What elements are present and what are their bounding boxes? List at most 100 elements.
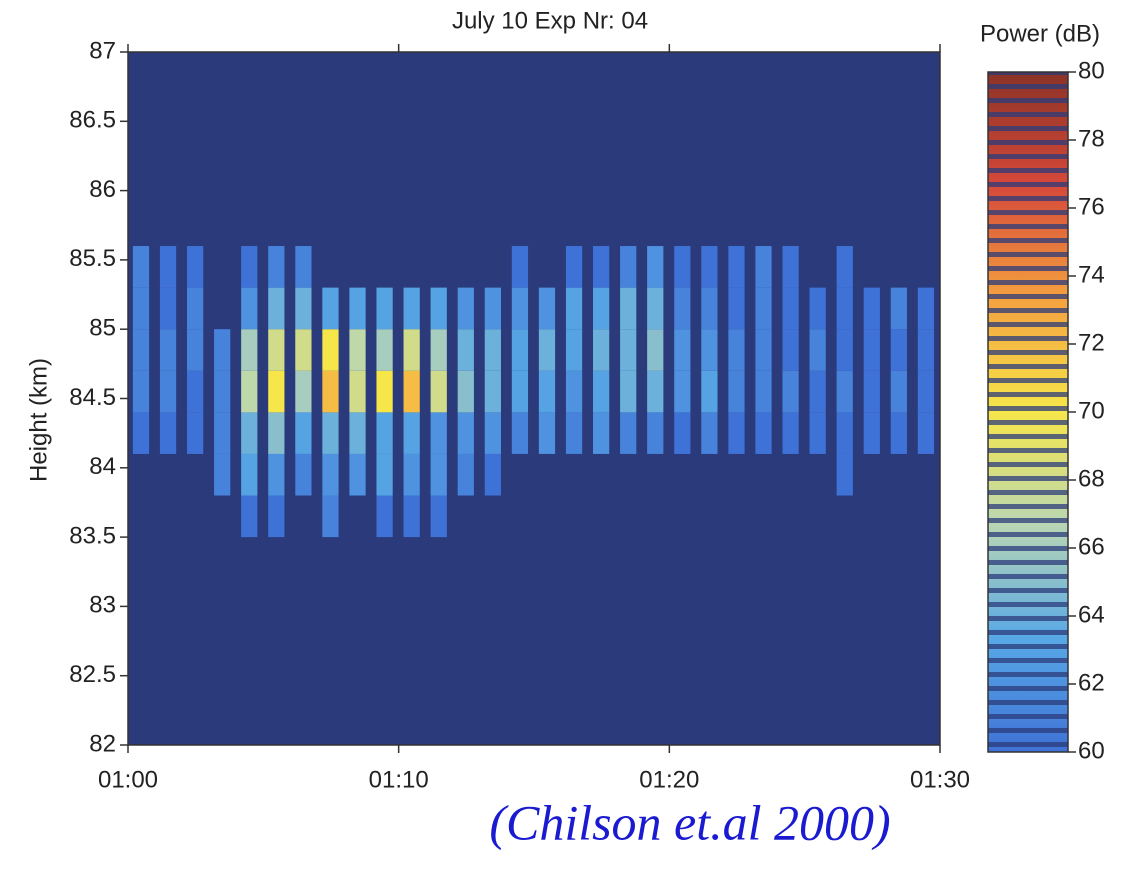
heat-cell — [457, 412, 474, 454]
heat-cell — [728, 246, 745, 288]
heat-cell — [241, 246, 258, 288]
heat-cell — [159, 329, 177, 371]
heat-cell — [565, 246, 583, 288]
heat-cell — [241, 495, 258, 538]
heat-cell — [782, 329, 799, 371]
heat-cell — [836, 329, 853, 371]
heat-cell — [890, 370, 907, 413]
y-tick-label: 82 — [89, 730, 116, 757]
heat-cell — [890, 287, 907, 330]
heat-cell — [214, 453, 231, 496]
heat-cell — [241, 412, 258, 454]
heat-cell — [295, 412, 312, 454]
heat-cell — [322, 287, 339, 330]
heat-cell — [863, 412, 880, 454]
heat-cell — [214, 412, 231, 454]
y-tick-label: 87 — [89, 37, 116, 64]
heat-cell — [403, 287, 420, 330]
heat-cell — [376, 329, 393, 371]
colorbar-stripes — [988, 72, 1068, 752]
heat-cell — [376, 495, 393, 538]
heat-cell — [620, 287, 637, 330]
y-tick-label: 82.5 — [69, 661, 116, 688]
colorbar-tick-label: 80 — [1078, 57, 1105, 84]
heat-cell — [403, 412, 420, 454]
heat-cell — [430, 412, 447, 454]
heat-cell — [701, 287, 718, 330]
heat-cell — [782, 287, 799, 330]
heat-cell — [268, 495, 285, 538]
y-axis-label: Height (km) — [25, 358, 52, 482]
heat-cell — [647, 287, 664, 330]
heat-cell — [295, 453, 312, 496]
heat-cell — [484, 287, 501, 330]
heat-cell — [538, 370, 556, 413]
heat-cell — [647, 370, 664, 413]
heat-cell — [593, 412, 610, 454]
y-tick-label: 86.5 — [69, 107, 116, 134]
heat-cell — [836, 453, 853, 496]
heat-cell — [187, 329, 204, 371]
heat-cell — [241, 329, 258, 371]
heat-cell — [511, 370, 529, 413]
heat-cell — [782, 370, 799, 413]
heat-cell — [809, 370, 826, 413]
heat-cell — [674, 246, 691, 288]
heat-cell — [159, 287, 177, 330]
heat-cell — [755, 370, 772, 413]
heat-cell — [755, 246, 772, 288]
heat-cell — [159, 412, 177, 454]
colorbar-tick-label: 72 — [1078, 329, 1105, 356]
heat-cell — [728, 329, 745, 371]
heat-cell — [809, 412, 826, 454]
heat-cell — [755, 412, 772, 454]
heat-cell — [268, 287, 285, 330]
heat-cell — [755, 329, 772, 371]
heat-cell — [457, 453, 474, 496]
heat-cell — [187, 246, 204, 288]
heat-cell — [132, 329, 150, 371]
heat-cell — [890, 329, 907, 371]
heat-cell — [593, 370, 610, 413]
colorbar-tick-label: 62 — [1078, 669, 1105, 696]
heat-cell — [349, 287, 366, 330]
heat-cell — [593, 246, 610, 288]
heat-cell — [241, 370, 258, 413]
heat-cell — [620, 412, 637, 454]
heat-cell — [403, 329, 420, 371]
heat-cell — [917, 287, 935, 330]
heat-cell — [295, 329, 312, 371]
heat-cell — [322, 329, 339, 371]
heat-cell — [322, 370, 339, 413]
heat-cell — [241, 453, 258, 496]
heat-cell — [241, 287, 258, 330]
heat-cell — [403, 370, 420, 413]
heat-cell — [593, 287, 610, 330]
chart-title: July 10 Exp Nr: 04 — [452, 7, 648, 34]
y-tick-label: 86 — [89, 176, 116, 203]
heat-cell — [268, 329, 285, 371]
heat-cell — [376, 453, 393, 496]
heat-cell — [187, 412, 204, 454]
y-tick-label: 83 — [89, 592, 116, 619]
heat-cell — [457, 329, 474, 371]
heat-cell — [457, 370, 474, 413]
heat-cell — [322, 412, 339, 454]
heat-cell — [565, 412, 583, 454]
heat-cell — [268, 370, 285, 413]
heat-cell — [511, 287, 529, 330]
heat-cell — [214, 370, 231, 413]
heat-cell — [836, 246, 853, 288]
heat-cell — [917, 329, 935, 371]
heat-cell — [755, 287, 772, 330]
heat-cell — [836, 412, 853, 454]
colorbar-tick-label: 76 — [1078, 193, 1105, 220]
heat-cell — [132, 287, 150, 330]
heat-cell — [836, 370, 853, 413]
heat-cell — [430, 287, 447, 330]
heat-cell — [620, 246, 637, 288]
heat-cell — [430, 329, 447, 371]
y-tick-label: 84 — [89, 453, 116, 480]
heat-cell — [917, 370, 935, 413]
heat-cell — [836, 287, 853, 330]
